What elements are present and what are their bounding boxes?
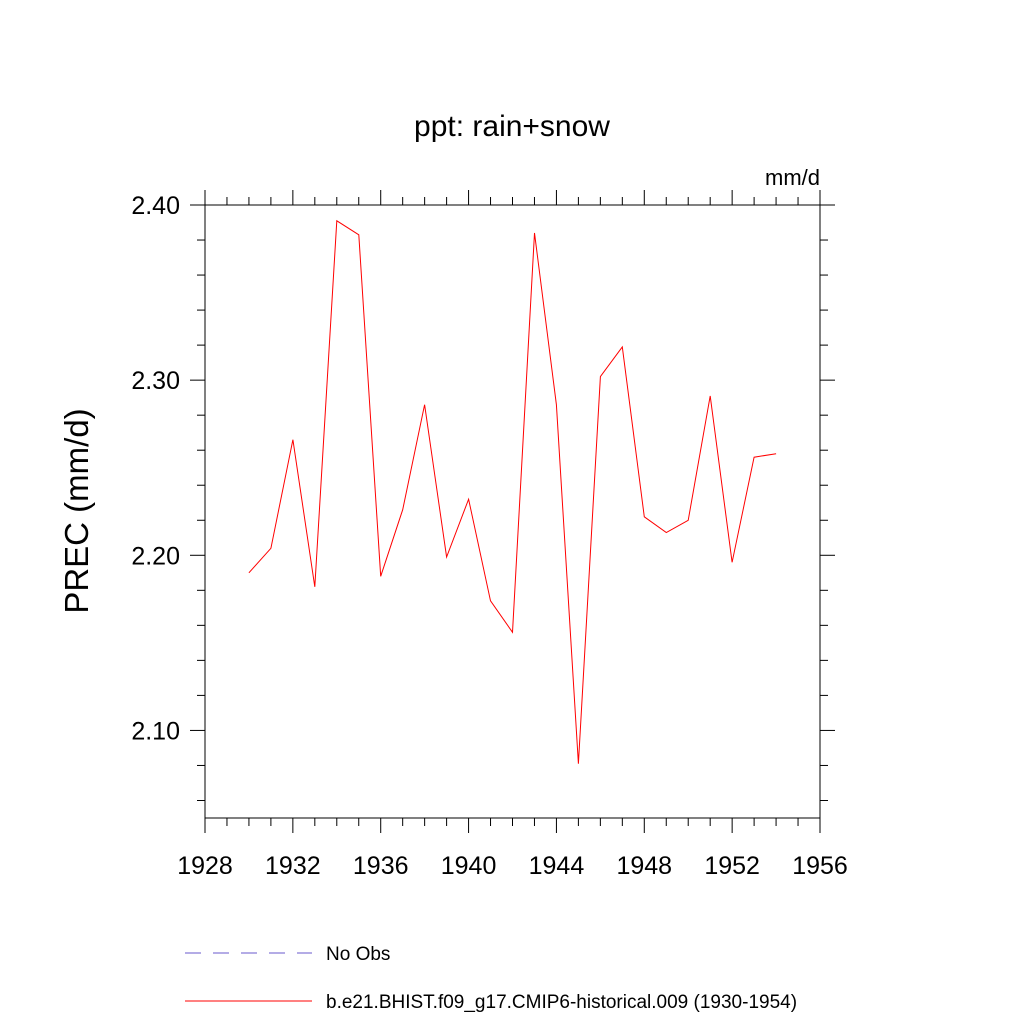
legend-label-no-obs: No Obs (326, 944, 390, 965)
y-tick-label: 2.20 (131, 542, 180, 570)
x-tick-label: 1936 (353, 852, 409, 880)
legend-label-model-run: b.e21.BHIST.f09_g17.CMIP6-historical.009… (326, 992, 797, 1013)
units-label: mm/d (765, 165, 820, 190)
x-tick-label: 1944 (529, 852, 585, 880)
series-layer (248, 219, 777, 764)
x-tick-label: 1948 (616, 852, 672, 880)
y-axis: 2.10 2.20 2.30 2.40 (131, 192, 835, 801)
y-tick-label: 2.10 (131, 717, 180, 745)
x-tick-label: 1956 (792, 852, 848, 880)
legend: No Obs b.e21.BHIST.f09_g17.CMIP6-histori… (185, 944, 797, 1013)
chart-title: ppt: rain+snow (414, 110, 610, 143)
series-line (248, 219, 777, 764)
x-axis: 1928 1932 1936 1940 1944 1948 1952 1956 (177, 190, 848, 880)
x-tick-label: 1932 (265, 852, 321, 880)
plot-frame (204, 204, 821, 819)
x-tick-label: 1940 (441, 852, 497, 880)
y-tick-label: 2.30 (131, 367, 180, 395)
x-tick-label: 1928 (177, 852, 233, 880)
y-tick-label: 2.40 (131, 192, 180, 220)
x-tick-label: 1952 (704, 852, 760, 880)
y-axis-label: PREC (mm/d) (58, 408, 95, 613)
